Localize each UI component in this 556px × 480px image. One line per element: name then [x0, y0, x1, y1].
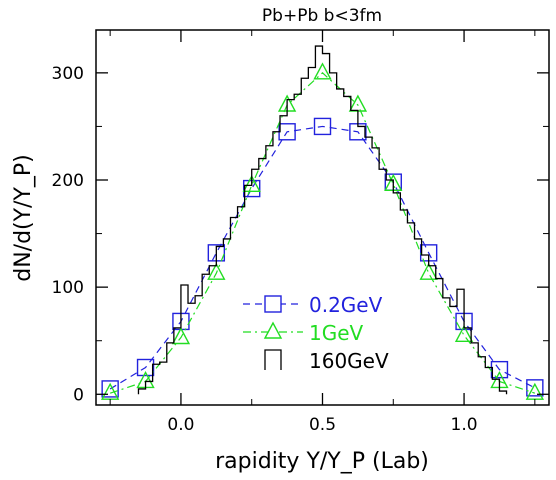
y-axis-label: dN/d(Y/Y_P): [11, 154, 36, 282]
x-axis-label: rapidity Y/Y_P (Lab): [215, 449, 429, 474]
series-1gev-point-3: [207, 262, 226, 280]
series-1gev-point-10: [454, 324, 474, 343]
series-0-2gev-point-11: [490, 360, 509, 379]
series-1gev-point-12: [525, 382, 545, 400]
series-160gev-histogram: [137, 45, 508, 395]
legend: 0.2GeV 1GeV 160GeV: [243, 293, 389, 373]
y-tick-label-2: 200: [52, 171, 84, 191]
y-tick-label-3: 300: [52, 64, 84, 84]
series-0-2gev-point-0: [101, 380, 119, 398]
series-1gev-point-9: [419, 262, 438, 280]
legend-symbol-160gev: [264, 349, 282, 370]
legend-label-160gev: 160GeV: [309, 349, 389, 373]
legend-marker-0-2gev: [264, 295, 282, 313]
x-tick-label-1: 0.5: [309, 415, 336, 435]
series-layer: [100, 45, 545, 400]
series-1gev-point-4: [242, 174, 261, 193]
y-tick-label-1: 100: [52, 278, 84, 298]
series-1gev-point-6: [313, 62, 332, 80]
legend-label-1gev: 1GeV: [309, 321, 364, 345]
axes-layer: 0 100 200 300 0.0 0.5 1.0: [52, 30, 549, 435]
series-0-2gev-point-6: [313, 117, 332, 136]
x-tick-label-2: 1.0: [451, 415, 478, 435]
series-0-2gev-point-12: [526, 379, 544, 397]
x-tick-label-0: 0.0: [167, 415, 194, 435]
series-0-2gev-point-1: [136, 358, 155, 377]
series-1gev-line: [109, 72, 536, 394]
series-1gev-point-2: [171, 327, 191, 345]
legend-marker-1gev: [263, 321, 283, 339]
legend-label-0-2gev: 0.2GeV: [309, 293, 383, 317]
y-tick-label-0: 0: [73, 385, 84, 405]
series-1gev-point-7: [348, 94, 368, 112]
chart-title: Pb+Pb b<3fm: [262, 6, 382, 26]
